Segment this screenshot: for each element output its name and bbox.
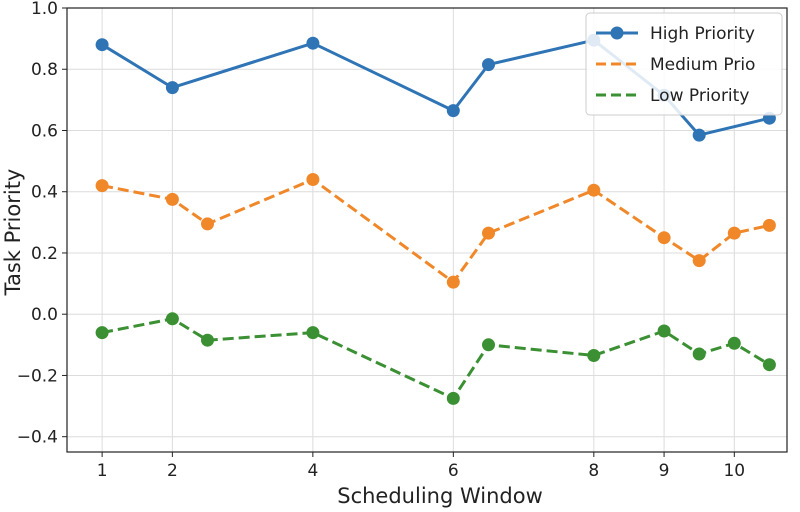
legend-item: High Priority [596,24,755,44]
data-point [727,226,741,240]
data-point [446,391,460,405]
x-tick-label: 8 [588,461,599,481]
y-tick-label: −0.4 [17,428,58,448]
legend: High Priority Medium Prio Low Priority [585,12,783,116]
data-point [587,183,601,197]
data-point [727,336,741,350]
x-tick-label: 10 [723,461,745,481]
x-tick-label: 6 [448,461,459,481]
data-point [201,333,214,347]
x-axis-title: Scheduling Window [337,484,543,508]
data-point [482,226,495,240]
data-point [762,218,776,232]
data-point [165,81,179,95]
data-point [201,217,214,231]
y-tick-label: −0.2 [17,366,58,386]
data-point [482,58,495,72]
series-3 [95,312,776,405]
data-point [587,349,601,362]
y-axis: −0.4 −0.2 0.0 0.2 0.4 0.6 0.8 1.0 [17,0,67,448]
y-tick-label: 0.2 [31,244,58,264]
legend-item: Low Priority [596,86,749,106]
x-tick-label: 9 [659,461,670,481]
data-point [95,326,109,340]
data-point [692,254,706,268]
legend-box [585,12,783,116]
data-point [762,358,776,372]
data-point [446,275,460,289]
y-tick-label: 0.8 [31,60,58,80]
y-tick-label: 0.4 [31,183,58,203]
y-axis-title: Task Priority [1,169,25,297]
data-point [446,104,460,118]
data-point [657,231,671,245]
data-point [306,173,320,186]
x-axis: 1 2 4 6 8 9 10 [97,452,745,481]
series-2 [95,173,776,289]
data-point [306,36,320,50]
x-tick-label: 2 [167,461,178,481]
legend-label: Medium Prio [650,55,755,75]
data-point [165,312,179,326]
data-point [165,192,179,206]
data-point [95,179,109,193]
y-tick-label: 1.0 [31,0,58,19]
series-line [101,178,770,284]
data-point [306,326,320,340]
series [95,33,776,405]
data-point [657,324,671,338]
data-point [692,128,706,142]
y-tick-label: 0.0 [31,305,58,325]
plot-area-frame [66,7,788,453]
legend-label: Low Priority [650,86,749,106]
x-tick-label: 4 [307,461,318,481]
data-point [95,38,109,52]
legend-item: Medium Prio [596,55,755,75]
x-tick-label: 1 [97,461,108,481]
y-tick-label: 0.6 [31,121,58,141]
legend-label: High Priority [650,24,755,44]
data-point [482,338,495,352]
data-point [692,347,706,361]
legend-marker [610,26,624,40]
